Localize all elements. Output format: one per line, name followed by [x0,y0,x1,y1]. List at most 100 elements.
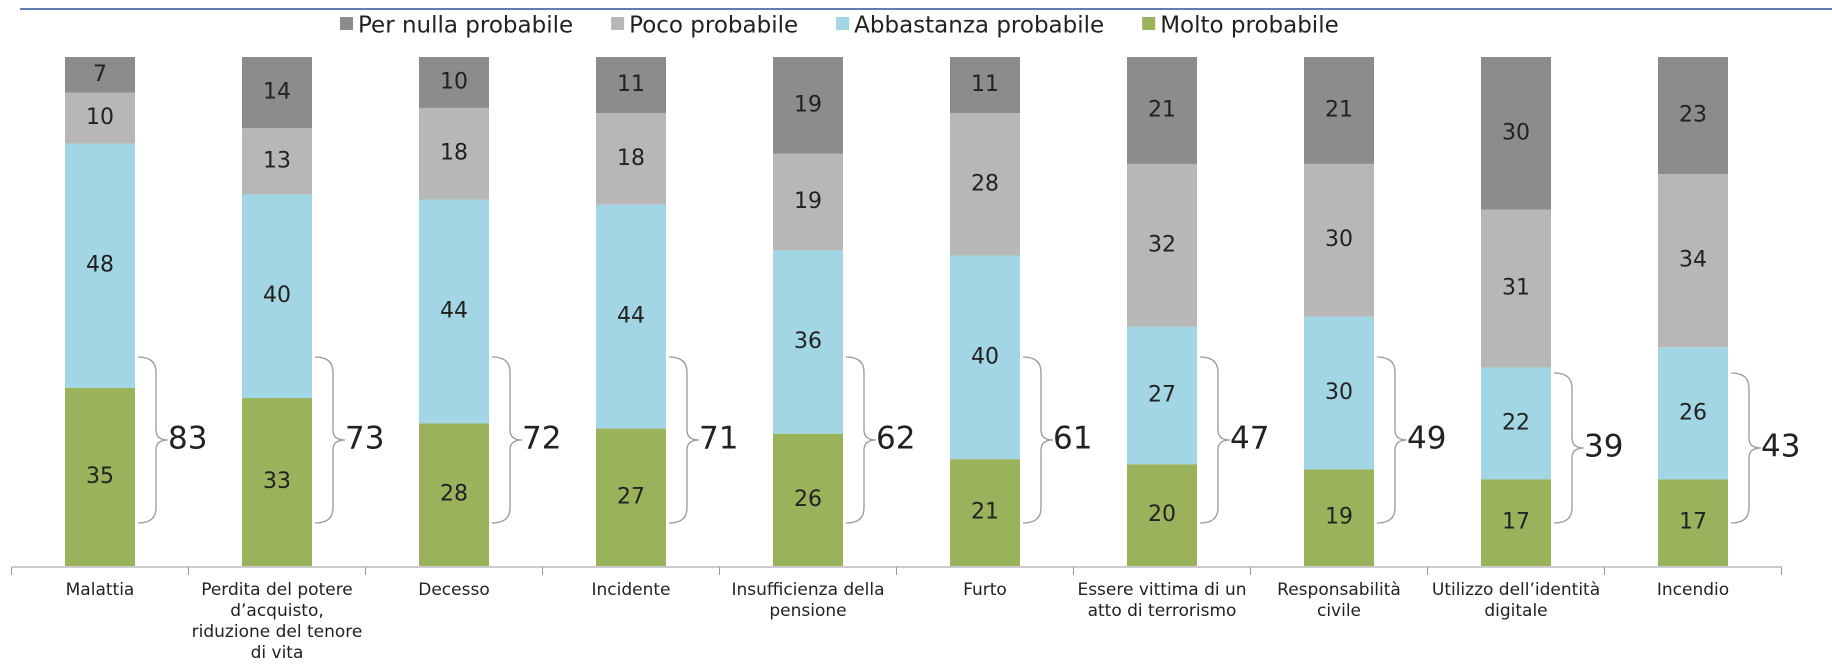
x-tick-label: Insufficienza della pensione [731,580,885,621]
value-label: 22 [1502,410,1530,435]
value-label: 40 [971,344,999,369]
bar-segment [596,112,666,205]
x-tick-label: Decesso [418,580,490,600]
bar-segment [773,250,843,434]
value-label: 30 [1325,227,1353,252]
bar-segment [1658,347,1728,480]
value-label: 19 [794,189,822,214]
value-label: 30 [1325,380,1353,405]
legend-label: Per nulla probabile [358,13,573,39]
x-tick-label: Utilizzo dell’identità digitale [1431,580,1601,621]
value-label: 18 [440,141,468,166]
bracket-total: 49 [1407,421,1446,457]
bar-segment [242,194,312,399]
bar-segment [242,57,312,129]
value-label: 7 [93,62,107,87]
value-label: 14 [263,80,291,105]
bracket [668,356,700,524]
value-label: 11 [617,72,645,97]
value-label: 36 [794,329,822,354]
bar-segment [419,423,489,566]
bar-segment [596,428,666,566]
value-label: 26 [794,487,822,512]
bar-segment [242,128,312,195]
bracket [314,356,346,524]
value-label: 40 [263,283,291,308]
value-label: 21 [971,500,999,525]
value-label: 26 [1679,400,1707,425]
bracket [845,356,877,524]
bar-segment [1304,57,1374,164]
value-label: 19 [1325,505,1353,530]
bar-segment [65,387,135,566]
legend-swatch [836,17,850,30]
bar-segment [950,112,1020,256]
bracket [1553,372,1585,524]
bracket-total: 43 [1761,429,1800,465]
bar-segment [1658,174,1728,348]
bracket-total: 73 [345,421,384,457]
legend-swatch [611,17,625,30]
bar-segment [1658,57,1728,175]
bracket-total: 61 [1053,421,1092,457]
bracket [491,356,523,524]
bar-segment [1127,326,1197,465]
x-tick-label: Incidente [591,580,671,600]
value-label: 44 [617,304,645,329]
legend-label: Molto probabile [1160,13,1339,39]
value-label: 34 [1679,248,1707,273]
x-tick-label: Malattia [65,580,135,600]
bar-segment [419,107,489,200]
value-label: 31 [1502,276,1530,301]
bracket [1730,372,1762,524]
value-label: 27 [617,484,645,509]
bar-segment [65,143,135,388]
bracket-total: 39 [1584,429,1623,465]
bar-segment [1481,367,1551,480]
bar-segment [1304,316,1374,470]
bar-segment [773,433,843,566]
value-label: 21 [1148,97,1176,122]
bracket [137,356,169,524]
bar-segment [1127,464,1197,566]
value-label: 11 [971,72,999,97]
value-label: 27 [1148,382,1176,407]
bracket [1376,356,1408,524]
value-label: 13 [263,148,291,173]
bar-segment [65,57,135,93]
legend-label: Poco probabile [629,13,798,39]
x-tick-label: Essere vittima di un atto di terrorismo [1077,580,1247,621]
bar-segment [1658,479,1728,566]
bar-segment [1481,57,1551,210]
bracket-total: 72 [522,421,561,457]
bar-segment [773,153,843,251]
bar-segment [1304,469,1374,566]
legend-label: Abbastanza probabile [854,13,1104,39]
bracket-total: 83 [168,421,207,457]
legend-swatch [340,17,353,30]
value-label: 44 [440,299,468,324]
bar-segment [1304,163,1374,317]
value-label: 32 [1148,232,1176,257]
bracket-total: 62 [876,421,915,457]
bar-segment [950,459,1020,566]
bar-segment [596,204,666,429]
value-label: 19 [794,92,822,117]
bracket [1022,356,1054,524]
bar-segment [596,57,666,113]
x-tick-label: Perdita del potere d’acquisto, riduzione… [191,580,363,663]
value-label: 18 [617,146,645,171]
value-label: 10 [86,105,114,130]
bar-segment [773,57,843,154]
value-label: 20 [1148,502,1176,527]
bar-segment [1481,479,1551,566]
x-tick-label: Responsabilità civile [1277,580,1401,621]
value-label: 48 [86,253,114,278]
x-tick-label: Furto [963,580,1007,600]
value-label: 28 [971,171,999,196]
value-label: 33 [263,469,291,494]
value-label: 28 [440,482,468,507]
value-label: 17 [1502,510,1530,535]
